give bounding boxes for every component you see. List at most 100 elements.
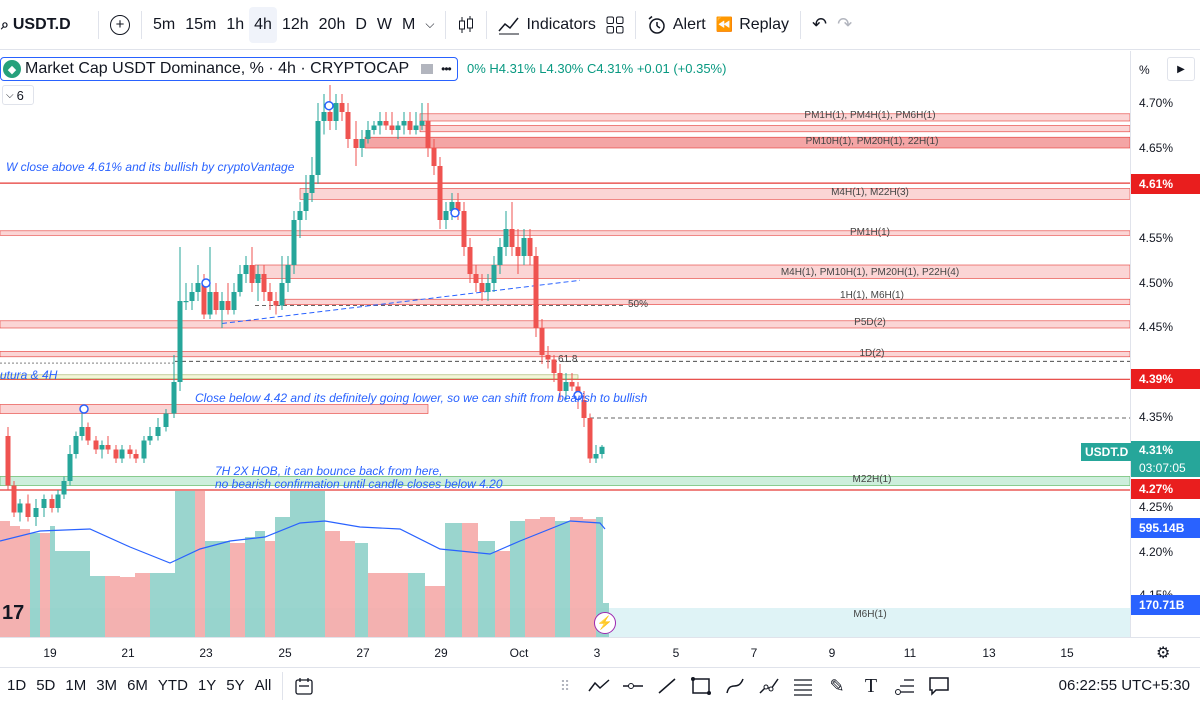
indicators-button[interactable]: Indicators	[493, 7, 600, 43]
time-axis[interactable]: 19 21 23 25 27 29 Oct 3 5 7 9 11 13 15 ⚙	[0, 637, 1200, 667]
symbol-legend[interactable]: ◆ Market Cap USDT Dominance, % · 4h · CR…	[0, 57, 458, 81]
toolbar-divider	[634, 10, 636, 39]
note-hob-line2[interactable]: no bearish confirmation until candle clo…	[215, 477, 503, 491]
interval-dropdown[interactable]: ⌵	[420, 7, 439, 43]
toolbar-divider	[445, 10, 447, 39]
interval-12h[interactable]: 12h	[281, 15, 309, 33]
level-label[interactable]: P5D(2)	[854, 317, 886, 329]
chart-type-button[interactable]	[452, 7, 480, 43]
rectangle-tool-icon[interactable]	[687, 672, 715, 700]
range-1m[interactable]: 1M	[65, 677, 87, 694]
signal-marker-icon	[573, 390, 583, 401]
chart-pane[interactable]: PM1H(1), PM4H(1), PM6H(1) PM10H(1), PM20H…	[0, 51, 1130, 637]
level-label[interactable]: M6H(1)	[853, 609, 887, 620]
range-5d[interactable]: 5D	[36, 677, 56, 694]
candle-body	[345, 112, 351, 139]
current-price-value: 4.31%	[1131, 441, 1200, 459]
level-label[interactable]: M4H(1), M22H(3)	[831, 186, 909, 198]
path-tool-icon[interactable]	[755, 672, 783, 700]
interval-4h[interactable]: 4h	[249, 6, 277, 43]
drag-handle-icon[interactable]: ⠿	[559, 677, 571, 694]
range-ytd[interactable]: YTD	[157, 677, 188, 694]
candle-body	[479, 283, 485, 292]
symbol-search-button[interactable]: ⌕ USDT.D	[0, 7, 92, 43]
zone-1d	[0, 351, 1130, 358]
candle-body	[61, 481, 67, 495]
compare-symbol-button[interactable]: +	[105, 7, 135, 43]
redo-button[interactable]: ↷	[832, 7, 857, 43]
fib-label[interactable]: 50%	[628, 298, 649, 310]
interval-15m[interactable]: 15m	[185, 15, 217, 33]
trend-tool-icon[interactable]	[585, 672, 613, 700]
volume-bar	[215, 541, 230, 637]
goto-date-button[interactable]	[289, 668, 319, 703]
fib-label[interactable]: 61.8	[558, 354, 578, 366]
measure-tool-icon[interactable]	[891, 672, 919, 700]
curve-tool-icon[interactable]	[721, 672, 749, 700]
range-1d[interactable]: 1D	[7, 677, 27, 694]
candle-body	[67, 454, 73, 481]
range-3m[interactable]: 3M	[96, 677, 118, 694]
interval-d[interactable]: D	[355, 15, 367, 33]
range-all[interactable]: All	[254, 677, 272, 694]
horizontal-ray-icon[interactable]	[619, 672, 647, 700]
volume-bar	[10, 526, 20, 637]
clock-display[interactable]: 06:22:55 UTC+5:30	[1058, 677, 1190, 694]
legend-collapse-button[interactable]: ⌵ 6	[2, 85, 34, 105]
brush-tool-icon[interactable]: ✎	[829, 675, 845, 696]
zone-m22h	[0, 476, 1130, 486]
drawing-toolbar: ⠿ ✎ T	[548, 670, 956, 702]
level-label[interactable]: PM1H(1), PM4H(1), PM6H(1)	[804, 110, 936, 122]
volume-bar	[540, 517, 555, 637]
volume-bar	[462, 523, 478, 637]
alert-button[interactable]: Alert	[642, 7, 711, 43]
chart-canvas[interactable]	[0, 51, 1130, 637]
price-axis[interactable]: % ▶ 4.70% 4.65% 4.55% 4.50% 4.45% 4.35% …	[1081, 51, 1200, 637]
note-hob-line1[interactable]: 7H 2X HOB, it can bounce back from here,	[215, 464, 443, 478]
axis-settings-button[interactable]: ▶	[1167, 57, 1195, 81]
candle-body	[365, 130, 371, 139]
interval-1h[interactable]: 1h	[226, 15, 245, 33]
toolbar-divider	[800, 10, 801, 39]
level-label[interactable]: 1D(2)	[859, 348, 885, 359]
candle-body	[359, 139, 365, 148]
candle-body	[25, 503, 31, 517]
candle-body	[113, 449, 119, 459]
level-label[interactable]: M4H(1), PM10H(1), PM20H(1), P22H(4)	[780, 267, 960, 278]
level-label[interactable]: M22H(1)	[852, 474, 892, 485]
tradingview-logo[interactable]: 17	[2, 602, 25, 624]
text-tool-icon[interactable]: T	[864, 674, 878, 697]
candle-body	[431, 148, 437, 166]
alert-label: Alert	[672, 15, 706, 33]
interval-5m[interactable]: 5m	[153, 15, 176, 33]
undo-button[interactable]: ↶	[807, 7, 832, 43]
candle-body	[377, 121, 383, 126]
chart-settings-button[interactable]: ⚙	[1156, 643, 1170, 663]
x-tick: 27	[356, 646, 370, 660]
note-w-close-above[interactable]: W close above 4.61% and its bullish by c…	[6, 160, 295, 174]
candle-body	[255, 274, 261, 283]
trend-line-icon[interactable]	[653, 672, 681, 700]
range-1y[interactable]: 1Y	[197, 677, 217, 694]
note-futura[interactable]: utura & 4H	[0, 368, 58, 382]
interval-m[interactable]: M	[402, 15, 416, 33]
level-label[interactable]: PM1H(1)	[849, 226, 891, 238]
replay-button[interactable]: ⏪ Replay	[711, 7, 794, 43]
fib-retracement-icon[interactable]	[789, 672, 817, 700]
level-label[interactable]: 1H(1), M6H(1)	[840, 290, 904, 302]
volume-bar	[75, 551, 90, 637]
range-5y[interactable]: 5Y	[226, 677, 245, 694]
volume-bar	[150, 573, 165, 637]
interval-w[interactable]: W	[376, 15, 393, 33]
interval-20h[interactable]: 20h	[318, 15, 346, 33]
comment-tool-icon[interactable]	[925, 672, 953, 700]
candle-body	[5, 436, 11, 486]
lightning-event-icon[interactable]: ⚡	[594, 612, 616, 634]
candle-body	[297, 211, 303, 220]
note-close-below[interactable]: Close below 4.42 and its definitely goin…	[195, 391, 648, 405]
candle-body	[407, 121, 413, 130]
level-label[interactable]: PM10H(1), PM20H(1), 22H(1)	[805, 135, 939, 147]
more-icon[interactable]: •••	[441, 62, 452, 76]
layouts-button[interactable]	[601, 7, 629, 43]
range-6m[interactable]: 6M	[127, 677, 148, 694]
